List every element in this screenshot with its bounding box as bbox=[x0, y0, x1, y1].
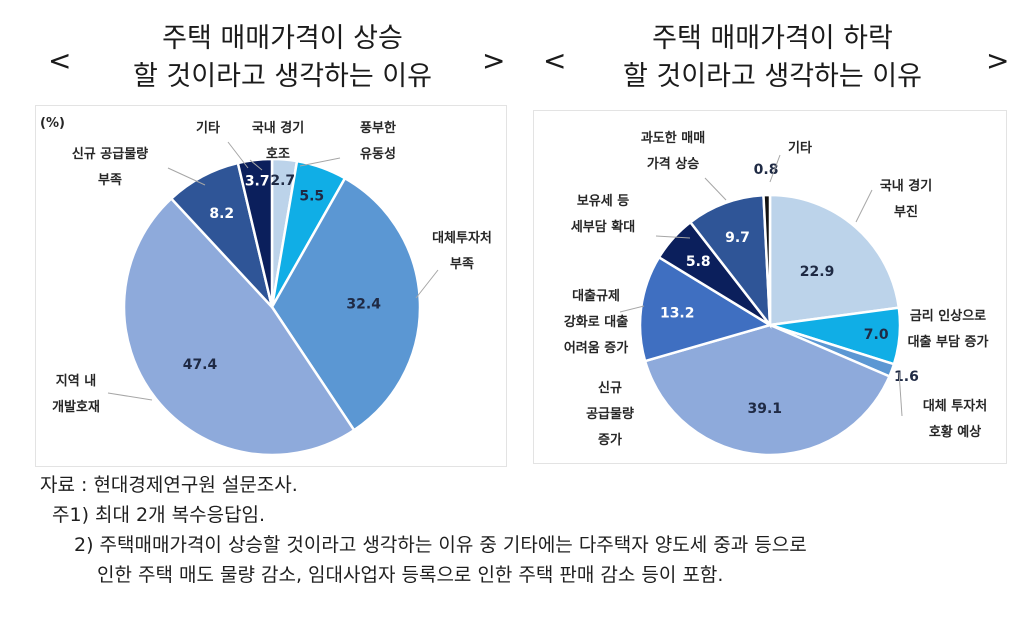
right-pie-category-label-0: 국내 경기 부진 bbox=[880, 178, 932, 220]
left-pie-slice-2 bbox=[270, 176, 422, 432]
right-pie-category-label-2: 대체 투자처 호황 예상 bbox=[923, 398, 987, 440]
left-leader-line-2 bbox=[415, 269, 439, 299]
note-2-line-1: 2) 주택매매가격이 상승할 것이라고 생각하는 이유 중 기타에는 다주택자 … bbox=[74, 534, 807, 556]
left-title-close-bracket: > bbox=[482, 44, 506, 77]
right-leader-line-0 bbox=[855, 189, 873, 223]
right-pie-slice-4 bbox=[638, 255, 774, 363]
footnotes: 자료 : 현대경제연구원 설문조사. 주1) 최대 2개 복수응답임. 2) 주… bbox=[40, 470, 807, 590]
left-pie-category-label-4: 신규 공급물량 부족 bbox=[72, 147, 148, 188]
left-pie-value-label-2: 32.4 bbox=[346, 297, 381, 313]
left-title-line-1: 주택 매매가격이 상승 bbox=[162, 23, 403, 54]
note-2-line-2: 인한 주택 매도 물량 감소, 임대사업자 등록으로 인한 주택 판매 감소 등… bbox=[97, 564, 724, 586]
right-title-open-bracket: < bbox=[543, 44, 567, 77]
source-note: 자료 : 현대경제연구원 설문조사. bbox=[40, 474, 298, 496]
left-title-line-2: 할 것이라고 생각하는 이유 bbox=[133, 61, 432, 92]
left-pie-slice-5 bbox=[236, 157, 274, 308]
left-pie-category-label-1: 풍부한 유동성 bbox=[360, 120, 396, 162]
left-pie-value-label-1: 5.5 bbox=[299, 188, 324, 204]
left-leader-line-1 bbox=[299, 157, 341, 167]
right-title-line-2: 할 것이라고 생각하는 이유 bbox=[623, 61, 922, 92]
left-pie-value-label-5: 3.7 bbox=[245, 174, 270, 190]
right-pie-value-label-6: 9.7 bbox=[725, 230, 750, 246]
right-pie-category-label-1: 금리 인상으로 대출 부담 증가 bbox=[908, 308, 989, 350]
right-leader-line-5 bbox=[655, 235, 691, 239]
left-leader-line-0 bbox=[249, 159, 263, 171]
right-title-close-bracket: > bbox=[986, 44, 1010, 77]
right-pie-value-label-7: 0.8 bbox=[754, 162, 779, 178]
left-leader-line-3 bbox=[107, 392, 153, 401]
right-pie-slice-0 bbox=[768, 193, 901, 327]
right-leader-line-4 bbox=[619, 305, 645, 313]
right-pie-category-label-5: 보유세 등 세부담 확대 bbox=[571, 194, 635, 235]
right-pie-value-label-3: 39.1 bbox=[748, 401, 783, 417]
right-pie-category-label-4: 대출규제 강화로 대출 어려움 증가 bbox=[564, 288, 628, 356]
unit-label: (%) bbox=[40, 116, 65, 131]
left-chart-title: 주택 매매가격이 상승 할 것이라고 생각하는 이유 bbox=[95, 20, 470, 96]
right-pie-value-label-2: 1.6 bbox=[894, 369, 919, 385]
left-leader-line-5 bbox=[227, 141, 249, 169]
right-pie-value-label-1: 7.0 bbox=[864, 327, 889, 343]
right-leader-line-6 bbox=[704, 177, 727, 201]
left-pie-category-label-3: 지역 내 개발호재 bbox=[52, 373, 100, 415]
right-title-line-1: 주택 매매가격이 하락 bbox=[652, 23, 893, 54]
right-chart-title: 주택 매매가격이 하락 할 것이라고 생각하는 이유 bbox=[585, 20, 960, 96]
right-pie-value-label-0: 22.9 bbox=[800, 264, 835, 280]
left-title-open-bracket: < bbox=[48, 44, 72, 77]
right-pie-slice-7 bbox=[762, 193, 772, 326]
left-pie-value-label-3: 47.4 bbox=[183, 357, 218, 373]
right-pie-slice-3 bbox=[643, 323, 892, 457]
right-leader-line-2 bbox=[898, 371, 903, 417]
left-pie-value-label-0: 2.7 bbox=[270, 173, 295, 189]
right-pie-category-label-3: 신규 공급물량 증가 bbox=[586, 381, 634, 448]
right-leader-line-7 bbox=[769, 154, 781, 183]
left-pie-category-label-0: 국내 경기 호조 bbox=[252, 120, 304, 162]
right-pie-slice-6 bbox=[688, 193, 772, 329]
left-pie-slice-3 bbox=[122, 196, 356, 457]
note-1: 주1) 최대 2개 복수응답임. bbox=[52, 504, 266, 526]
right-pie-category-label-6: 과도한 매매 가격 상승 bbox=[641, 130, 705, 172]
left-pie-value-label-4: 8.2 bbox=[209, 206, 234, 222]
right-pie-category-label-7: 기타 bbox=[788, 140, 812, 156]
left-leader-line-4 bbox=[167, 167, 206, 186]
right-pie-value-label-4: 13.2 bbox=[660, 306, 695, 322]
left-pie-category-label-2: 대체투자처 부족 bbox=[432, 230, 492, 272]
left-pie-category-label-5: 기타 bbox=[196, 120, 220, 136]
right-pie-value-label-5: 5.8 bbox=[686, 254, 711, 270]
